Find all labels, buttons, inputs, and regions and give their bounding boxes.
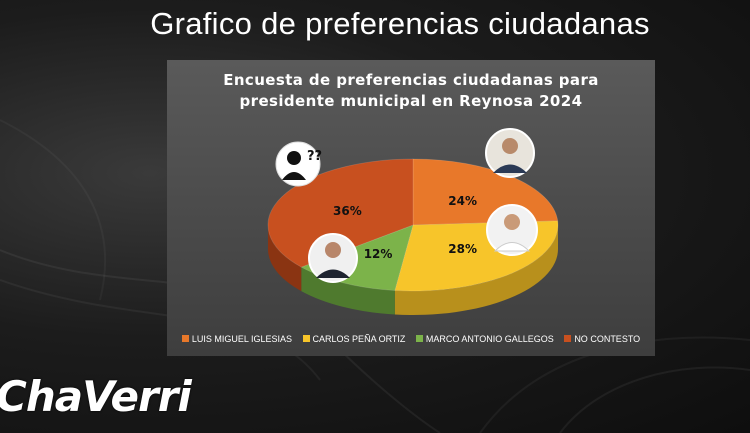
candidate-photo-iglesias-icon xyxy=(485,128,535,178)
pie-slice-no-contesto xyxy=(267,158,414,268)
pie-slice-iglesias xyxy=(412,158,559,226)
pie-data-labels: 24% 28% 12% 36% xyxy=(333,194,477,261)
chaverri-logo: ChaVerri xyxy=(0,372,192,421)
legend-item-no-contesto: NO CONTESTO xyxy=(564,334,640,344)
candidate-photo-pena-icon xyxy=(486,204,538,256)
pie-slice-pena-side xyxy=(394,225,558,315)
legend-item-iglesias: LUIS MIGUEL IGLESIAS xyxy=(181,334,292,344)
legend-item-pena: CARLOS PEÑA ORTIZ xyxy=(302,334,405,344)
chart-title: Encuesta de preferencias ciudadanas para… xyxy=(167,70,655,112)
legend-item-gallegos: MARCO ANTONIO GALLEGOS xyxy=(415,334,554,344)
data-label-pena: 28% xyxy=(448,242,477,256)
pie-chart: 24% 28% 12% 36% ?? xyxy=(267,128,559,315)
chart-title-line-2: presidente municipal en Reynosa 2024 xyxy=(239,92,583,110)
svg-text:??: ?? xyxy=(307,149,322,164)
data-label-no-contesto: 36% xyxy=(333,204,362,218)
chart-panel: Encuesta de preferencias ciudadanas para… xyxy=(167,60,655,356)
candidate-photo-gallegos-icon xyxy=(308,233,358,283)
pie-slice-no-contesto-side xyxy=(268,225,302,292)
data-label-iglesias: 24% xyxy=(448,194,477,208)
unknown-person-icon: ?? xyxy=(275,141,322,187)
page-title: Grafico de preferencias ciudadanas xyxy=(150,6,650,41)
chart-title-line-1: Encuesta de preferencias ciudadanas para xyxy=(223,71,599,89)
chart-legend: LUIS MIGUEL IGLESIAS CARLOS PEÑA ORTIZ M… xyxy=(167,334,655,344)
data-label-gallegos: 12% xyxy=(364,247,393,261)
